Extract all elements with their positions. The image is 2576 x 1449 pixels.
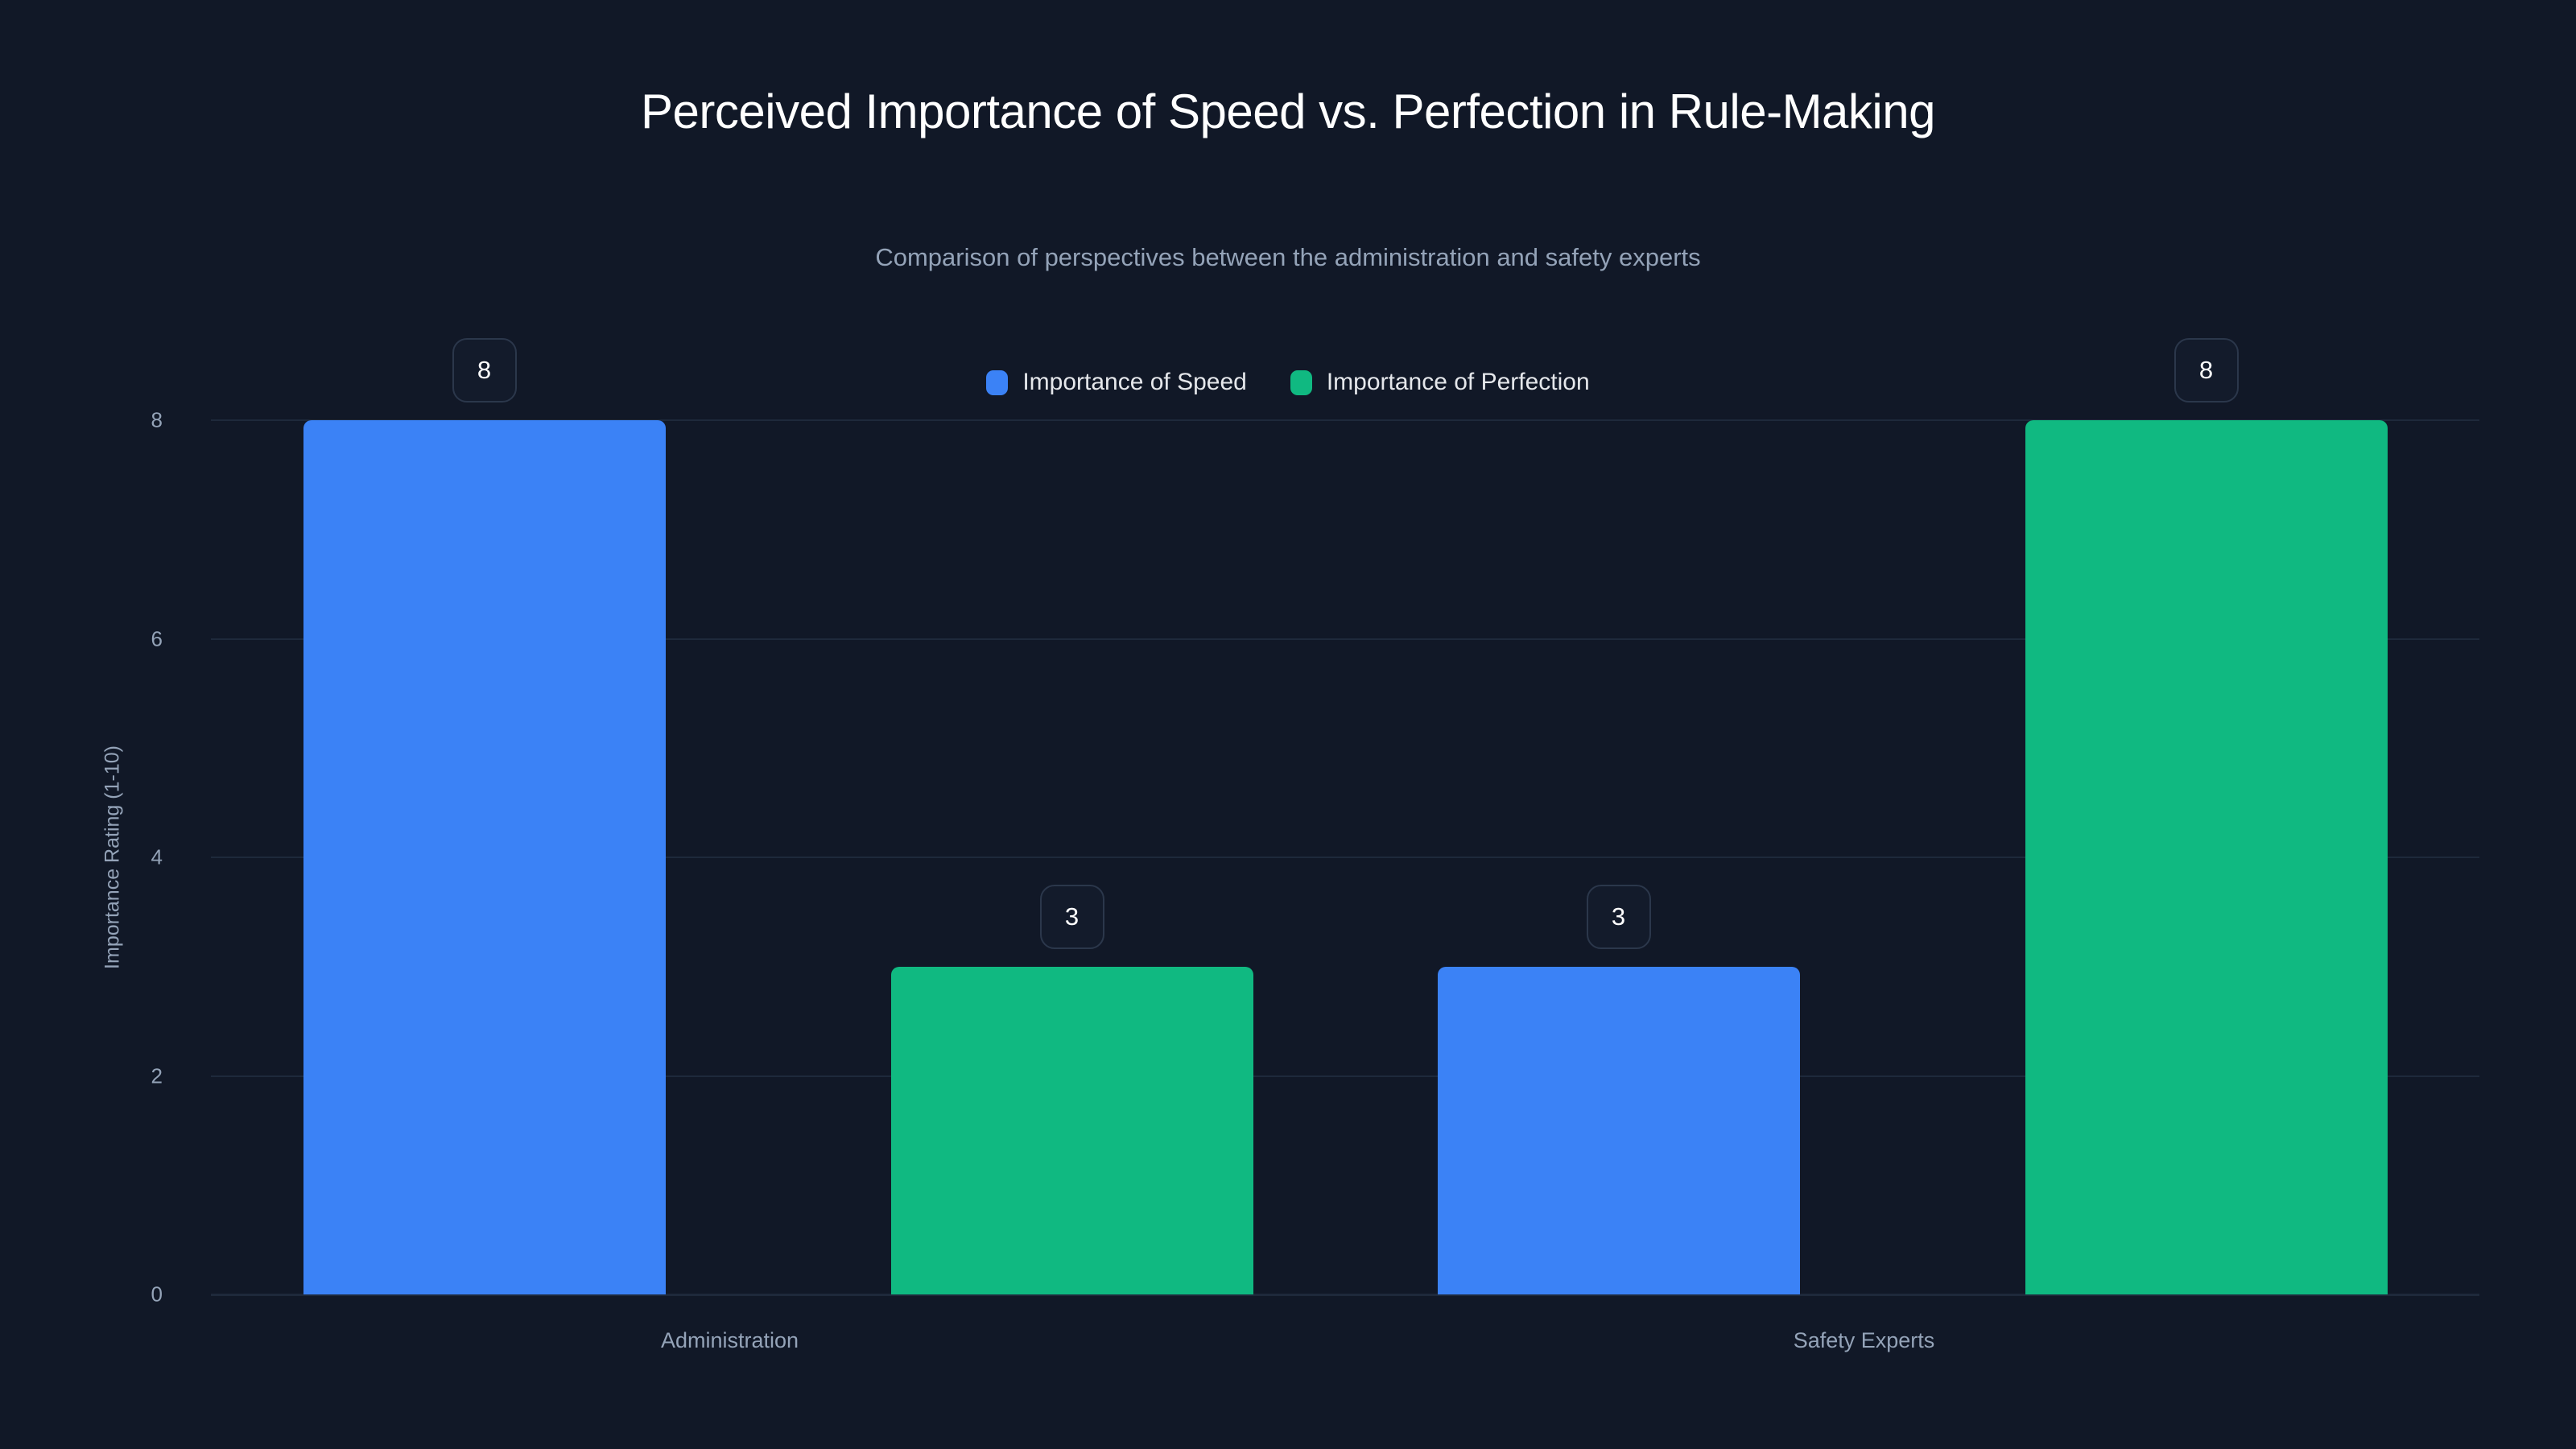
y-axis-tick-label: 4 bbox=[151, 844, 163, 869]
chart-subtitle: Comparison of perspectives between the a… bbox=[875, 243, 1701, 271]
legend-item-speed[interactable]: Importance of Speed bbox=[986, 369, 1247, 396]
bar-value-label: 3 bbox=[1039, 884, 1104, 949]
y-axis-tick-label: 0 bbox=[151, 1282, 163, 1307]
chart-title: Perceived Importance of Speed vs. Perfec… bbox=[641, 85, 1936, 138]
gridline bbox=[211, 419, 2479, 421]
x-axis-tick-label: Safety Experts bbox=[1793, 1328, 1935, 1352]
x-axis-ticks: Administration Safety Experts bbox=[211, 1328, 2479, 1377]
bar-value-label: 8 bbox=[2174, 338, 2239, 402]
y-axis-tick-label: 2 bbox=[151, 1063, 163, 1088]
legend-item-perfection[interactable]: Importance of Perfection bbox=[1290, 369, 1590, 396]
gridline bbox=[211, 857, 2479, 858]
y-axis-tick-label: 6 bbox=[151, 626, 163, 650]
legend-swatch-icon-speed bbox=[986, 369, 1009, 395]
bar-administration-importance-of-speed[interactable] bbox=[303, 420, 666, 1294]
legend-swatch-icon-perfection bbox=[1290, 369, 1312, 395]
gridline bbox=[211, 638, 2479, 640]
plot-area: 0 2 4 6 8 8 3 3 8 bbox=[151, 338, 2479, 1307]
x-axis-tick-label: Administration bbox=[660, 1328, 799, 1352]
gridline bbox=[211, 1075, 2479, 1077]
chart-legend: Importance of Speed Importance of Perfec… bbox=[0, 369, 2576, 396]
bar-administration-importance-of-perfection[interactable] bbox=[890, 966, 1253, 1294]
legend-label-speed: Importance of Speed bbox=[1022, 369, 1247, 395]
y-axis-tick-label: 8 bbox=[151, 407, 163, 432]
legend-label-perfection: Importance of Perfection bbox=[1326, 369, 1590, 395]
bar-safety-experts-importance-of-speed[interactable] bbox=[1437, 966, 1800, 1294]
bar-value-label: 8 bbox=[452, 338, 517, 402]
bar-safety-experts-importance-of-perfection[interactable] bbox=[2025, 420, 2388, 1294]
bar-value-label: 3 bbox=[1586, 884, 1651, 949]
y-axis-ticks: 0 2 4 6 8 bbox=[151, 408, 2479, 1307]
y-axis-title: Importance Rating (1-10) bbox=[101, 745, 124, 969]
axis-baseline bbox=[211, 1294, 2479, 1296]
